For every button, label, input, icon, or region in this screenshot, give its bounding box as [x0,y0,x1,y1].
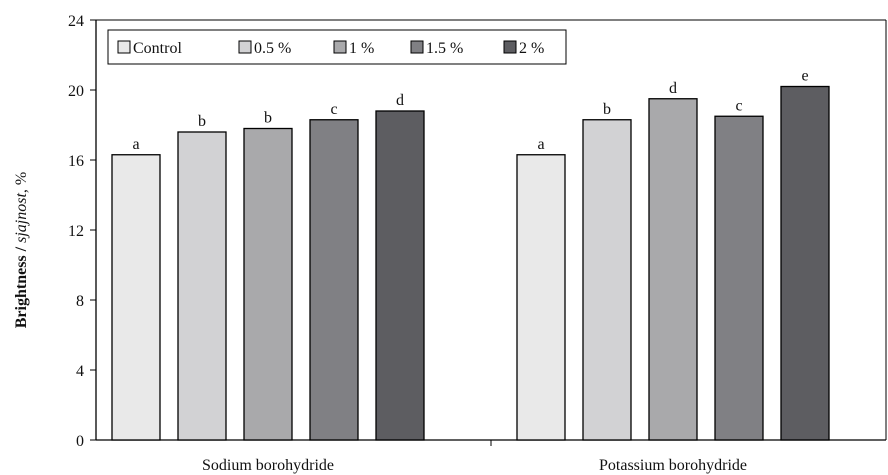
legend-swatch [117,40,131,54]
y-axis-label: Brightness / sjajnost, % [13,172,30,328]
y-tick-label: 12 [68,223,84,240]
legend-label: 2 % [519,40,544,57]
chart-legend: Control 0.5 % 1 % 1.5 % 2 % [107,29,567,65]
bar-significance-label: c [330,101,337,118]
legend-label: Control [133,40,182,57]
legend-label: 1.5 % [426,40,463,57]
bar-significance-label: e [801,68,808,85]
y-tick-label: 0 [76,433,84,450]
bar-significance-label: b [264,110,272,127]
bar [111,154,161,441]
bar-significance-label: d [396,92,404,109]
bar [582,119,632,441]
legend-swatch [410,40,424,54]
x-category-label: Sodium borohydride [202,457,334,474]
bar [780,85,830,441]
bar [648,98,698,441]
y-tick-label: 8 [76,293,84,310]
y-tick-label: 20 [68,83,84,100]
bar [309,119,359,441]
x-category-label: Potassium borohydride [599,457,747,474]
chart-axes: 0 4 8 12 16 20 24 Sodium borohydride Potassium b… [68,13,887,474]
bar [714,115,764,441]
bar-significance-label: b [603,101,611,118]
bar-significance-label: b [198,113,206,130]
y-tick-label: 24 [68,13,84,30]
bar [516,154,566,441]
y-tick-label: 4 [76,363,84,380]
legend-label: 0.5 % [254,40,291,57]
bar-significance-label: a [537,136,544,153]
bar [375,110,425,441]
bar [243,127,293,441]
legend-swatch [503,40,517,54]
legend-label: 1 % [349,40,374,57]
bar-significance-label: d [669,80,677,97]
y-tick-label: 16 [68,153,84,170]
chart-bars: a b b c d a b d c e [111,68,830,441]
legend-swatch [333,40,347,54]
bar [177,131,227,441]
legend-swatch [238,40,252,54]
bar-significance-label: a [132,136,139,153]
bar-significance-label: c [735,97,742,114]
